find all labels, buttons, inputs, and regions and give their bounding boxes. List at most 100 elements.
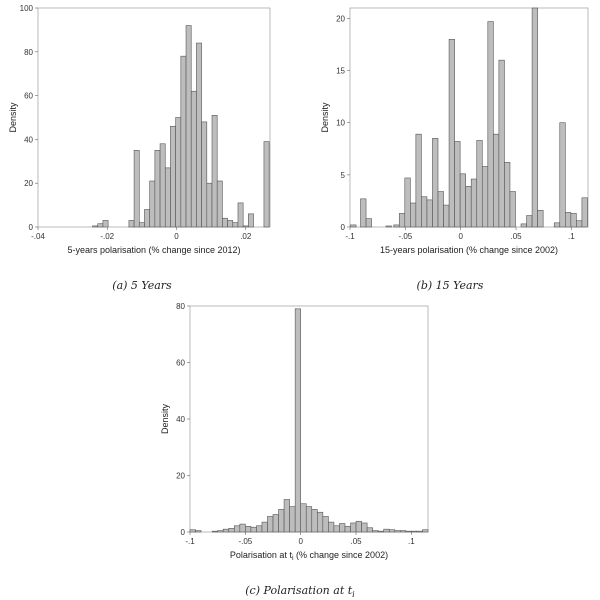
histogram-bar bbox=[245, 526, 252, 533]
histogram-bar bbox=[97, 223, 104, 228]
histogram-bar bbox=[459, 173, 466, 228]
histogram-bar bbox=[504, 162, 511, 228]
histogram-bar bbox=[355, 520, 362, 533]
x-tick-label: 0 bbox=[298, 537, 303, 546]
histogram-bar bbox=[385, 225, 392, 228]
x-tick-label: -.02 bbox=[100, 232, 114, 241]
plot-frame bbox=[189, 305, 429, 533]
histogram-bar bbox=[448, 38, 455, 228]
histogram-bar bbox=[201, 121, 208, 228]
histogram-bar bbox=[272, 514, 279, 533]
histogram-bar bbox=[344, 526, 351, 533]
histogram-bar bbox=[263, 141, 270, 228]
x-tick-label: -.1 bbox=[345, 232, 355, 241]
histogram-bar bbox=[250, 526, 257, 533]
histogram-bar bbox=[404, 177, 411, 228]
histogram-bar bbox=[138, 222, 145, 228]
y-tick-label: 0 bbox=[181, 528, 186, 537]
histogram-bar bbox=[383, 528, 390, 533]
histogram-bar bbox=[248, 213, 254, 228]
histogram-bar bbox=[559, 122, 566, 228]
histogram-bar bbox=[509, 191, 516, 228]
histogram-bar bbox=[256, 525, 263, 533]
histogram-bar bbox=[164, 167, 171, 228]
histogram-bar bbox=[300, 503, 307, 533]
histogram-bar bbox=[237, 202, 244, 228]
histogram-bar bbox=[216, 180, 223, 228]
histogram-bar bbox=[377, 530, 385, 533]
histogram-bar bbox=[190, 90, 197, 228]
histogram-bar bbox=[232, 222, 239, 228]
histogram-bar bbox=[239, 523, 246, 533]
x-axis-label: Polarisation at ti (% change since 2002) bbox=[230, 550, 388, 562]
histogram-bar bbox=[581, 197, 588, 228]
x-tick-label: .02 bbox=[240, 232, 252, 241]
y-tick-label: 40 bbox=[176, 415, 185, 424]
histogram-bar bbox=[526, 215, 533, 228]
x-tick-label: -.05 bbox=[238, 537, 252, 546]
histogram-bar bbox=[180, 55, 187, 228]
histogram-bar bbox=[227, 220, 234, 228]
panel-c: 0 20 40 60 80 -.1 -.05 0 .05 .1 Density Polarisatio… bbox=[160, 302, 429, 562]
histogram-bar bbox=[175, 117, 182, 228]
histogram-bar bbox=[195, 530, 202, 533]
histogram-bar bbox=[328, 521, 335, 533]
y-tick-label: 60 bbox=[176, 359, 185, 368]
histogram-bar bbox=[283, 499, 290, 533]
y-tick-label: 20 bbox=[336, 14, 345, 23]
histogram-bar bbox=[426, 199, 433, 228]
histogram-bar bbox=[366, 527, 373, 533]
histogram-bar bbox=[278, 509, 285, 533]
histogram-bar bbox=[267, 516, 274, 533]
y-axis-label: Density bbox=[320, 102, 330, 133]
panel-a: 0 20 40 60 80 100 -.04 -.02 0 .02 Density 5-years p… bbox=[8, 4, 271, 255]
x-tick-label: .05 bbox=[510, 232, 522, 241]
histogram-bar bbox=[211, 530, 218, 533]
y-axis-label: Density bbox=[8, 102, 18, 133]
x-tick-label: -.04 bbox=[31, 232, 45, 241]
histogram-bar bbox=[470, 178, 478, 228]
histogram-bar bbox=[498, 59, 505, 228]
histogram-bar bbox=[350, 522, 357, 533]
histogram-bar bbox=[576, 220, 583, 228]
histogram-bar bbox=[242, 225, 249, 228]
histogram-bar bbox=[102, 220, 109, 228]
histogram-bar bbox=[149, 180, 156, 228]
histogram-bar bbox=[415, 133, 422, 228]
x-axis-label: 5-years polarisation (% change since 201… bbox=[67, 245, 240, 255]
y-tick-label: 40 bbox=[24, 135, 33, 144]
histogram-bar bbox=[222, 528, 230, 533]
histogram-bar bbox=[553, 222, 561, 228]
histogram-bar bbox=[416, 530, 423, 533]
histogram-bar bbox=[570, 213, 577, 228]
panel-caption: (b) 15 Years bbox=[417, 279, 484, 292]
histogram-bar bbox=[493, 133, 500, 228]
y-tick-label: 0 bbox=[29, 223, 34, 232]
histogram-bar bbox=[487, 21, 494, 228]
histogram-bar bbox=[170, 125, 176, 228]
histogram-bar bbox=[393, 224, 400, 228]
x-axis-label: 15-years polarisation (% change since 20… bbox=[380, 245, 558, 255]
histogram-bar bbox=[476, 140, 483, 228]
x-tick-label: .05 bbox=[350, 537, 362, 546]
histogram-bar bbox=[400, 530, 407, 533]
histogram-bar bbox=[92, 225, 99, 228]
histogram-bar bbox=[228, 528, 235, 533]
histogram-bar bbox=[317, 511, 324, 533]
histogram-bar bbox=[189, 529, 196, 533]
y-tick-label: 100 bbox=[20, 4, 34, 13]
histogram-bar bbox=[217, 530, 224, 533]
histogram-bar bbox=[365, 218, 372, 228]
panel-b: 0 5 10 15 20 -.1 -.05 0 .05 .1 Density 15-years pol… bbox=[320, 7, 589, 255]
histogram-bar bbox=[520, 223, 527, 228]
histogram-bar bbox=[388, 529, 396, 533]
y-tick-label: 80 bbox=[176, 302, 185, 311]
y-tick-label: 20 bbox=[176, 472, 185, 481]
histogram-bar bbox=[360, 198, 367, 228]
x-tick-label: .1 bbox=[408, 537, 415, 546]
histogram-bar bbox=[154, 150, 161, 228]
histogram-bar bbox=[305, 506, 313, 533]
histogram-bar bbox=[398, 213, 406, 228]
histogram-bar bbox=[394, 530, 401, 533]
